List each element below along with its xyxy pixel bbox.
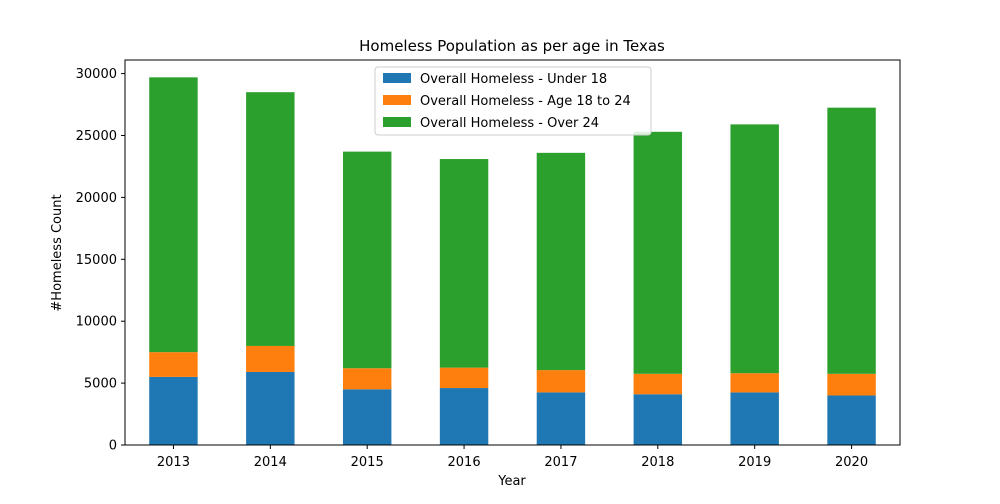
bars: [149, 77, 876, 445]
bar-2018-series-2: [633, 373, 683, 395]
y-tick-label-20000: 20000: [76, 191, 117, 206]
bar-2016-series-2: [439, 367, 489, 389]
bar-2017-series-3: [536, 152, 586, 371]
x-tick-label-2017: 2017: [544, 455, 577, 470]
bar-2017-series-2: [536, 370, 586, 393]
legend-label-2: Overall Homeless - Age 18 to 24: [420, 94, 631, 109]
legend-box: [374, 66, 652, 136]
y-tick-label-30000: 30000: [76, 67, 117, 82]
y-tick-label-5000: 5000: [84, 377, 117, 392]
legend-label-3: Overall Homeless - Over 24: [420, 116, 599, 131]
legend-label-1: Overall Homeless - Under 18: [420, 72, 607, 87]
bar-2015-series-3: [342, 151, 392, 369]
bar-2016-series-1: [439, 388, 489, 445]
x-tick-label-2019: 2019: [738, 455, 771, 470]
x-tick-label-2020: 2020: [835, 455, 868, 470]
legend-swatch-2: [383, 95, 411, 105]
bar-2020-series-3: [827, 107, 876, 374]
bar-2020-series-1: [827, 395, 876, 445]
bar-2014-series-3: [246, 92, 295, 346]
chart-title: Homeless Population as per age in Texas: [359, 37, 665, 55]
bar-2014-series-2: [246, 345, 295, 372]
y-tick-label-15000: 15000: [76, 253, 117, 268]
y-axis-label: #Homeless Count: [50, 194, 65, 311]
plot-frame: [124, 59, 901, 446]
bar-2018-series-1: [633, 394, 683, 445]
x-tick-label-2016: 2016: [448, 455, 481, 470]
y-tick-label-0: 0: [109, 439, 117, 454]
bar-2019-series-3: [730, 124, 779, 374]
x-tick-label-2014: 2014: [254, 455, 287, 470]
x-tick-label-2013: 2013: [157, 455, 190, 470]
bar-2014-series-1: [246, 371, 295, 445]
bar-2013-series-2: [149, 352, 198, 377]
bar-2015-series-1: [342, 389, 392, 445]
axes: 2013 2014 2015 2016 2017 2018 2019 2020 0 5000 100…: [76, 59, 901, 470]
bar-2018-series-3: [633, 131, 683, 374]
x-axis-label: Year: [497, 474, 526, 489]
bar-2020-series-2: [827, 373, 876, 396]
bar-2015-series-2: [342, 368, 392, 390]
bar-2013-series-3: [149, 77, 198, 353]
bar-2019-series-1: [730, 392, 779, 445]
legend-swatch-3: [383, 117, 411, 127]
y-tick-label-25000: 25000: [76, 129, 117, 144]
bar-2016-series-3: [439, 159, 489, 368]
x-tick-label-2015: 2015: [351, 455, 384, 470]
legend-swatch-1: [383, 73, 411, 83]
legend: Overall Homeless - Under 18 Overall Homel…: [374, 66, 652, 136]
bar-2017-series-1: [536, 392, 586, 445]
bar-2019-series-2: [730, 373, 779, 393]
x-tick-label-2018: 2018: [641, 455, 674, 470]
bar-2013-series-1: [149, 376, 198, 445]
y-tick-label-10000: 10000: [76, 315, 117, 330]
